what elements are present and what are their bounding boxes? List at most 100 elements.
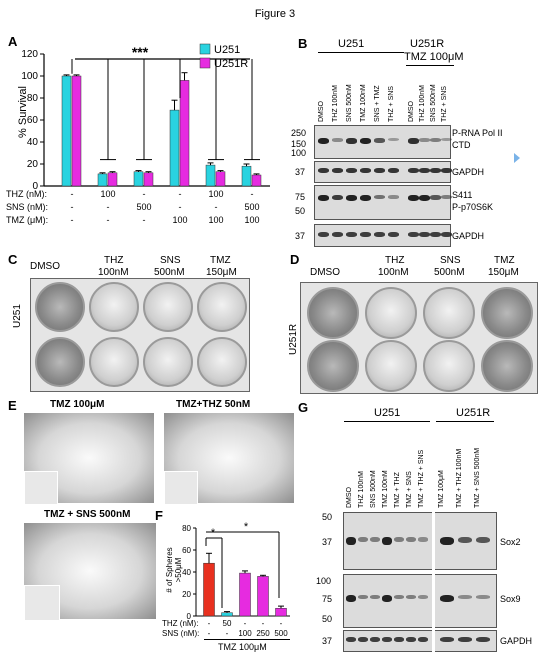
panel-a-row-value: 500	[244, 202, 260, 212]
panel-g-band	[418, 637, 428, 642]
panel-b-band	[408, 168, 419, 173]
panel-a-bar	[179, 80, 190, 187]
panel-d-sub-thz: 100nM	[378, 267, 409, 278]
panel-g-band	[370, 637, 380, 642]
panel-b-band	[332, 168, 343, 173]
panel-c-well	[143, 282, 193, 332]
panel-b-band	[388, 195, 399, 199]
panel-g-band	[418, 595, 428, 599]
panel-b-mw-37a: 37	[295, 167, 306, 177]
panel-a-row-value: 500	[136, 202, 152, 212]
panel-d-header-tmz: TMZ	[494, 255, 515, 266]
panel-f-row-value: -	[279, 619, 283, 628]
panel-b-band	[388, 138, 399, 142]
panel-g-band	[458, 637, 472, 642]
panel-a-row-value: -	[106, 202, 110, 212]
panel-b-blot-p70s6k	[314, 185, 451, 220]
panel-a-bar	[133, 171, 144, 187]
panel-b-band	[318, 195, 329, 201]
panel-c-well	[197, 282, 247, 332]
panel-g-mw-50b: 50	[322, 614, 333, 624]
panel-f-row-value: -	[261, 619, 265, 628]
panel-g-group-u251r: U251R	[456, 407, 491, 419]
panel-c-sub-tmz: 150μM	[206, 267, 237, 278]
panel-d-well	[307, 287, 359, 339]
panel-b-label-rnapol: P-RNA Pol II	[452, 128, 503, 138]
panel-letter-e: E	[8, 398, 17, 413]
panel-letter-g: G	[298, 400, 309, 415]
panel-a-legend-swatch	[199, 57, 211, 69]
panel-a-row-value: -	[178, 202, 182, 212]
panel-c-well	[89, 282, 139, 332]
panel-e-inset	[164, 471, 198, 505]
panel-g-mw-50a: 50	[322, 512, 333, 522]
panel-b-band	[360, 168, 371, 173]
panel-a-bars	[61, 72, 262, 187]
panel-b-group-u251r: U251R	[410, 38, 445, 50]
panel-letter-f: F	[155, 508, 163, 523]
panel-b-group-u251r-dose: TMZ 100μM	[404, 51, 464, 63]
panel-a-bar	[61, 75, 72, 187]
panel-d-header-sns: SNS	[440, 255, 461, 266]
panel-a-bar	[107, 172, 118, 187]
panel-d-well	[481, 340, 533, 392]
panel-a-chart: % Survival 0 20 40 60 80 100 120 *** U251 U251R	[17, 43, 270, 192]
panel-e-image-tmz-thz	[164, 413, 294, 505]
panel-b-band	[360, 232, 371, 237]
panel-b-band	[408, 138, 419, 144]
panel-a-row-value: 100	[100, 189, 116, 199]
panel-f-chart: # of Spheres >50μM 0 20 40 60 80 * *	[165, 521, 290, 621]
panel-letter-a: A	[8, 34, 18, 49]
panel-g-label-sox2: Sox2	[500, 537, 521, 547]
panel-g-band	[358, 637, 368, 642]
panel-g-label-gapdh: GAPDH	[500, 636, 533, 646]
panel-g-lane-label: TMZ 100μM	[438, 470, 445, 508]
panel-g-band	[358, 595, 368, 600]
panel-b-band	[441, 168, 452, 173]
panel-b-band	[346, 168, 357, 173]
panel-g-band	[346, 637, 356, 642]
panel-a-y-tick-label: 0	[32, 181, 38, 192]
panel-d-header-dmso: DMSO	[310, 267, 340, 278]
panel-f-y-tick-label: 60	[182, 546, 191, 555]
panel-f-bar	[239, 572, 251, 617]
panel-d-plate	[300, 282, 538, 394]
panel-a-row-value: -	[106, 215, 110, 225]
panel-f-y-tick-label: 0	[187, 612, 192, 621]
panel-b-band	[388, 168, 399, 173]
panel-f-bar	[203, 562, 215, 617]
panel-a-y-tick-label: 40	[27, 137, 39, 148]
panel-g-band	[458, 537, 472, 544]
panel-b-band	[441, 195, 452, 199]
panel-b-label-s411: S411	[452, 190, 473, 200]
panel-f-tmz-line	[204, 639, 290, 640]
panel-g-label-sox9: Sox9	[500, 594, 521, 604]
panel-g-group-u251r-line	[436, 421, 494, 422]
panel-g-band	[476, 637, 490, 642]
panel-c-plate	[30, 278, 250, 392]
panel-d-sub-sns: 500nM	[434, 267, 465, 278]
panel-b-lane-label: THZ 100nM	[332, 85, 339, 122]
panel-b-lane-label: THZ + SNS	[388, 86, 395, 122]
panel-f-significance-1: *	[211, 527, 216, 539]
panel-f-y-tick-label: 20	[182, 590, 191, 599]
panel-b-band	[408, 232, 419, 237]
panel-b-group-u251-line	[318, 52, 404, 53]
panel-f-bar	[257, 576, 269, 617]
panel-e-image-tmz-sns	[24, 523, 156, 621]
panel-b-band	[332, 138, 343, 142]
panel-b-group-u251r-line	[406, 65, 454, 66]
panel-f-row-value: 100	[238, 629, 252, 638]
panel-b-band	[346, 195, 357, 201]
panel-g-band	[440, 637, 454, 642]
panel-g-lane-label: DMSO	[346, 487, 353, 508]
panel-b-band	[360, 138, 371, 144]
panel-a-axis: 0 20 40 60 80 100 120	[21, 49, 270, 192]
panel-b-lane-label: THZ + SNS	[441, 86, 448, 122]
panel-b-lane-label: SNS 500nM	[430, 84, 437, 122]
panel-f-row-value: -	[243, 619, 247, 628]
panel-f-y-tick-label: 80	[182, 524, 191, 533]
panel-f-row-value: 500	[274, 629, 288, 638]
panel-b-lane-label: DMSO	[318, 101, 325, 122]
panel-d-well	[423, 287, 475, 339]
